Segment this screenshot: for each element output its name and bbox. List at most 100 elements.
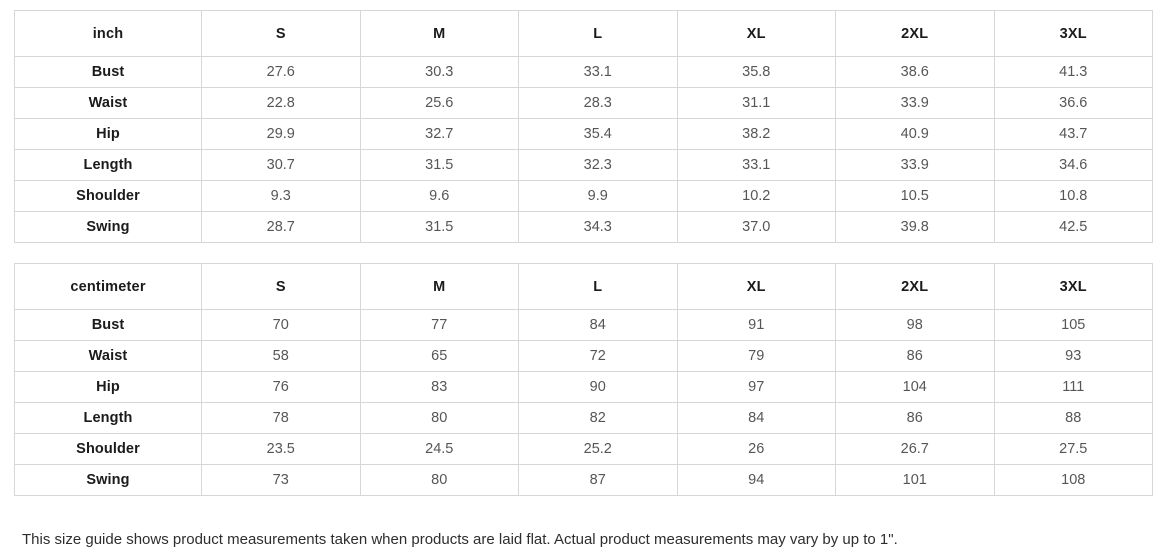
measure-value: 26.7 — [835, 433, 995, 465]
measure-value: 86 — [835, 402, 995, 434]
measure-value: 80 — [359, 464, 519, 496]
size-table-inch: inch S M L XL 2XL 3XL Bust 27.6 30.3 33.… — [14, 10, 1153, 243]
table-row: Hip 76 83 90 97 104 111 — [14, 371, 1153, 403]
measure-label-shoulder: Shoulder — [14, 433, 202, 465]
measure-label-hip: Hip — [14, 118, 202, 150]
measure-value: 9.9 — [518, 180, 678, 212]
size-header-xl: XL — [676, 263, 836, 310]
measure-value: 32.7 — [359, 118, 519, 150]
measure-value: 33.9 — [835, 87, 995, 119]
measure-value: 32.3 — [518, 149, 678, 181]
measure-value: 30.3 — [359, 56, 519, 88]
measure-label-waist: Waist — [14, 87, 202, 119]
measure-value: 9.3 — [201, 180, 361, 212]
table-row: Shoulder 23.5 24.5 25.2 26 26.7 27.5 — [14, 433, 1153, 465]
measure-value: 41.3 — [993, 56, 1153, 88]
measure-label-length: Length — [14, 402, 202, 434]
measure-value: 25.2 — [518, 433, 678, 465]
table-row: Bust 27.6 30.3 33.1 35.8 38.6 41.3 — [14, 56, 1153, 88]
measure-value: 39.8 — [835, 211, 995, 243]
measure-value: 35.8 — [676, 56, 836, 88]
header-row: centimeter S M L XL 2XL 3XL — [14, 263, 1153, 310]
measure-value: 33.1 — [518, 56, 678, 88]
size-header-2xl: 2XL — [835, 10, 995, 57]
measure-value: 80 — [359, 402, 519, 434]
measure-value: 29.9 — [201, 118, 361, 150]
size-header-l: L — [518, 263, 678, 310]
measure-value: 38.2 — [676, 118, 836, 150]
measure-value: 97 — [676, 371, 836, 403]
size-table-centimeter: centimeter S M L XL 2XL 3XL Bust 70 77 8… — [14, 263, 1153, 496]
measure-value: 86 — [835, 340, 995, 372]
size-table-inch-body: Bust 27.6 30.3 33.1 35.8 38.6 41.3 Waist… — [14, 56, 1153, 243]
measure-value: 84 — [518, 309, 678, 341]
size-header-3xl: 3XL — [993, 10, 1153, 57]
measure-value: 73 — [201, 464, 361, 496]
measure-value: 72 — [518, 340, 678, 372]
measure-value: 33.1 — [676, 149, 836, 181]
header-row: inch S M L XL 2XL 3XL — [14, 10, 1153, 57]
measure-value: 108 — [993, 464, 1153, 496]
measure-label-hip: Hip — [14, 371, 202, 403]
unit-header-centimeter: centimeter — [14, 263, 202, 310]
table-row: Length 78 80 82 84 86 88 — [14, 402, 1153, 434]
measure-label-swing: Swing — [14, 211, 202, 243]
measure-value: 98 — [835, 309, 995, 341]
measure-value: 22.8 — [201, 87, 361, 119]
measure-value: 31.5 — [359, 211, 519, 243]
size-table-centimeter-header: centimeter S M L XL 2XL 3XL — [14, 263, 1153, 310]
measure-value: 79 — [676, 340, 836, 372]
measure-value: 10.8 — [993, 180, 1153, 212]
table-row: Length 30.7 31.5 32.3 33.1 33.9 34.6 — [14, 149, 1153, 181]
size-header-l: L — [518, 10, 678, 57]
measure-value: 65 — [359, 340, 519, 372]
table-row: Waist 58 65 72 79 86 93 — [14, 340, 1153, 372]
table-row: Swing 28.7 31.5 34.3 37.0 39.8 42.5 — [14, 211, 1153, 243]
measure-value: 36.6 — [993, 87, 1153, 119]
table-row: Waist 22.8 25.6 28.3 31.1 33.9 36.6 — [14, 87, 1153, 119]
size-guide-footnote: This size guide shows product measuremen… — [22, 531, 898, 548]
size-header-3xl: 3XL — [993, 263, 1153, 310]
size-header-s: S — [201, 10, 361, 57]
measure-value: 76 — [201, 371, 361, 403]
measure-value: 34.6 — [993, 149, 1153, 181]
size-table-centimeter-body: Bust 70 77 84 91 98 105 Waist 58 65 72 7… — [14, 309, 1153, 496]
measure-label-shoulder: Shoulder — [14, 180, 202, 212]
size-table-inch-header: inch S M L XL 2XL 3XL — [14, 10, 1153, 57]
measure-value: 58 — [201, 340, 361, 372]
measure-value: 24.5 — [359, 433, 519, 465]
measure-value: 87 — [518, 464, 678, 496]
measure-label-bust: Bust — [14, 56, 202, 88]
measure-value: 28.7 — [201, 211, 361, 243]
measure-value: 26 — [676, 433, 836, 465]
table-row: Bust 70 77 84 91 98 105 — [14, 309, 1153, 341]
measure-value: 9.6 — [359, 180, 519, 212]
measure-label-swing: Swing — [14, 464, 202, 496]
measure-value: 84 — [676, 402, 836, 434]
measure-value: 10.2 — [676, 180, 836, 212]
unit-header-inch: inch — [14, 10, 202, 57]
size-header-s: S — [201, 263, 361, 310]
measure-value: 30.7 — [201, 149, 361, 181]
measure-value: 27.5 — [993, 433, 1153, 465]
table-row: Swing 73 80 87 94 101 108 — [14, 464, 1153, 496]
measure-label-bust: Bust — [14, 309, 202, 341]
measure-value: 33.9 — [835, 149, 995, 181]
table-row: Shoulder 9.3 9.6 9.9 10.2 10.5 10.8 — [14, 180, 1153, 212]
measure-value: 111 — [993, 371, 1153, 403]
measure-value: 77 — [359, 309, 519, 341]
measure-value: 83 — [359, 371, 519, 403]
measure-value: 90 — [518, 371, 678, 403]
measure-value: 94 — [676, 464, 836, 496]
measure-value: 101 — [835, 464, 995, 496]
measure-value: 37.0 — [676, 211, 836, 243]
measure-value: 91 — [676, 309, 836, 341]
measure-value: 78 — [201, 402, 361, 434]
measure-value: 38.6 — [835, 56, 995, 88]
measure-label-waist: Waist — [14, 340, 202, 372]
measure-value: 105 — [993, 309, 1153, 341]
measure-value: 104 — [835, 371, 995, 403]
measure-value: 34.3 — [518, 211, 678, 243]
measure-value: 10.5 — [835, 180, 995, 212]
